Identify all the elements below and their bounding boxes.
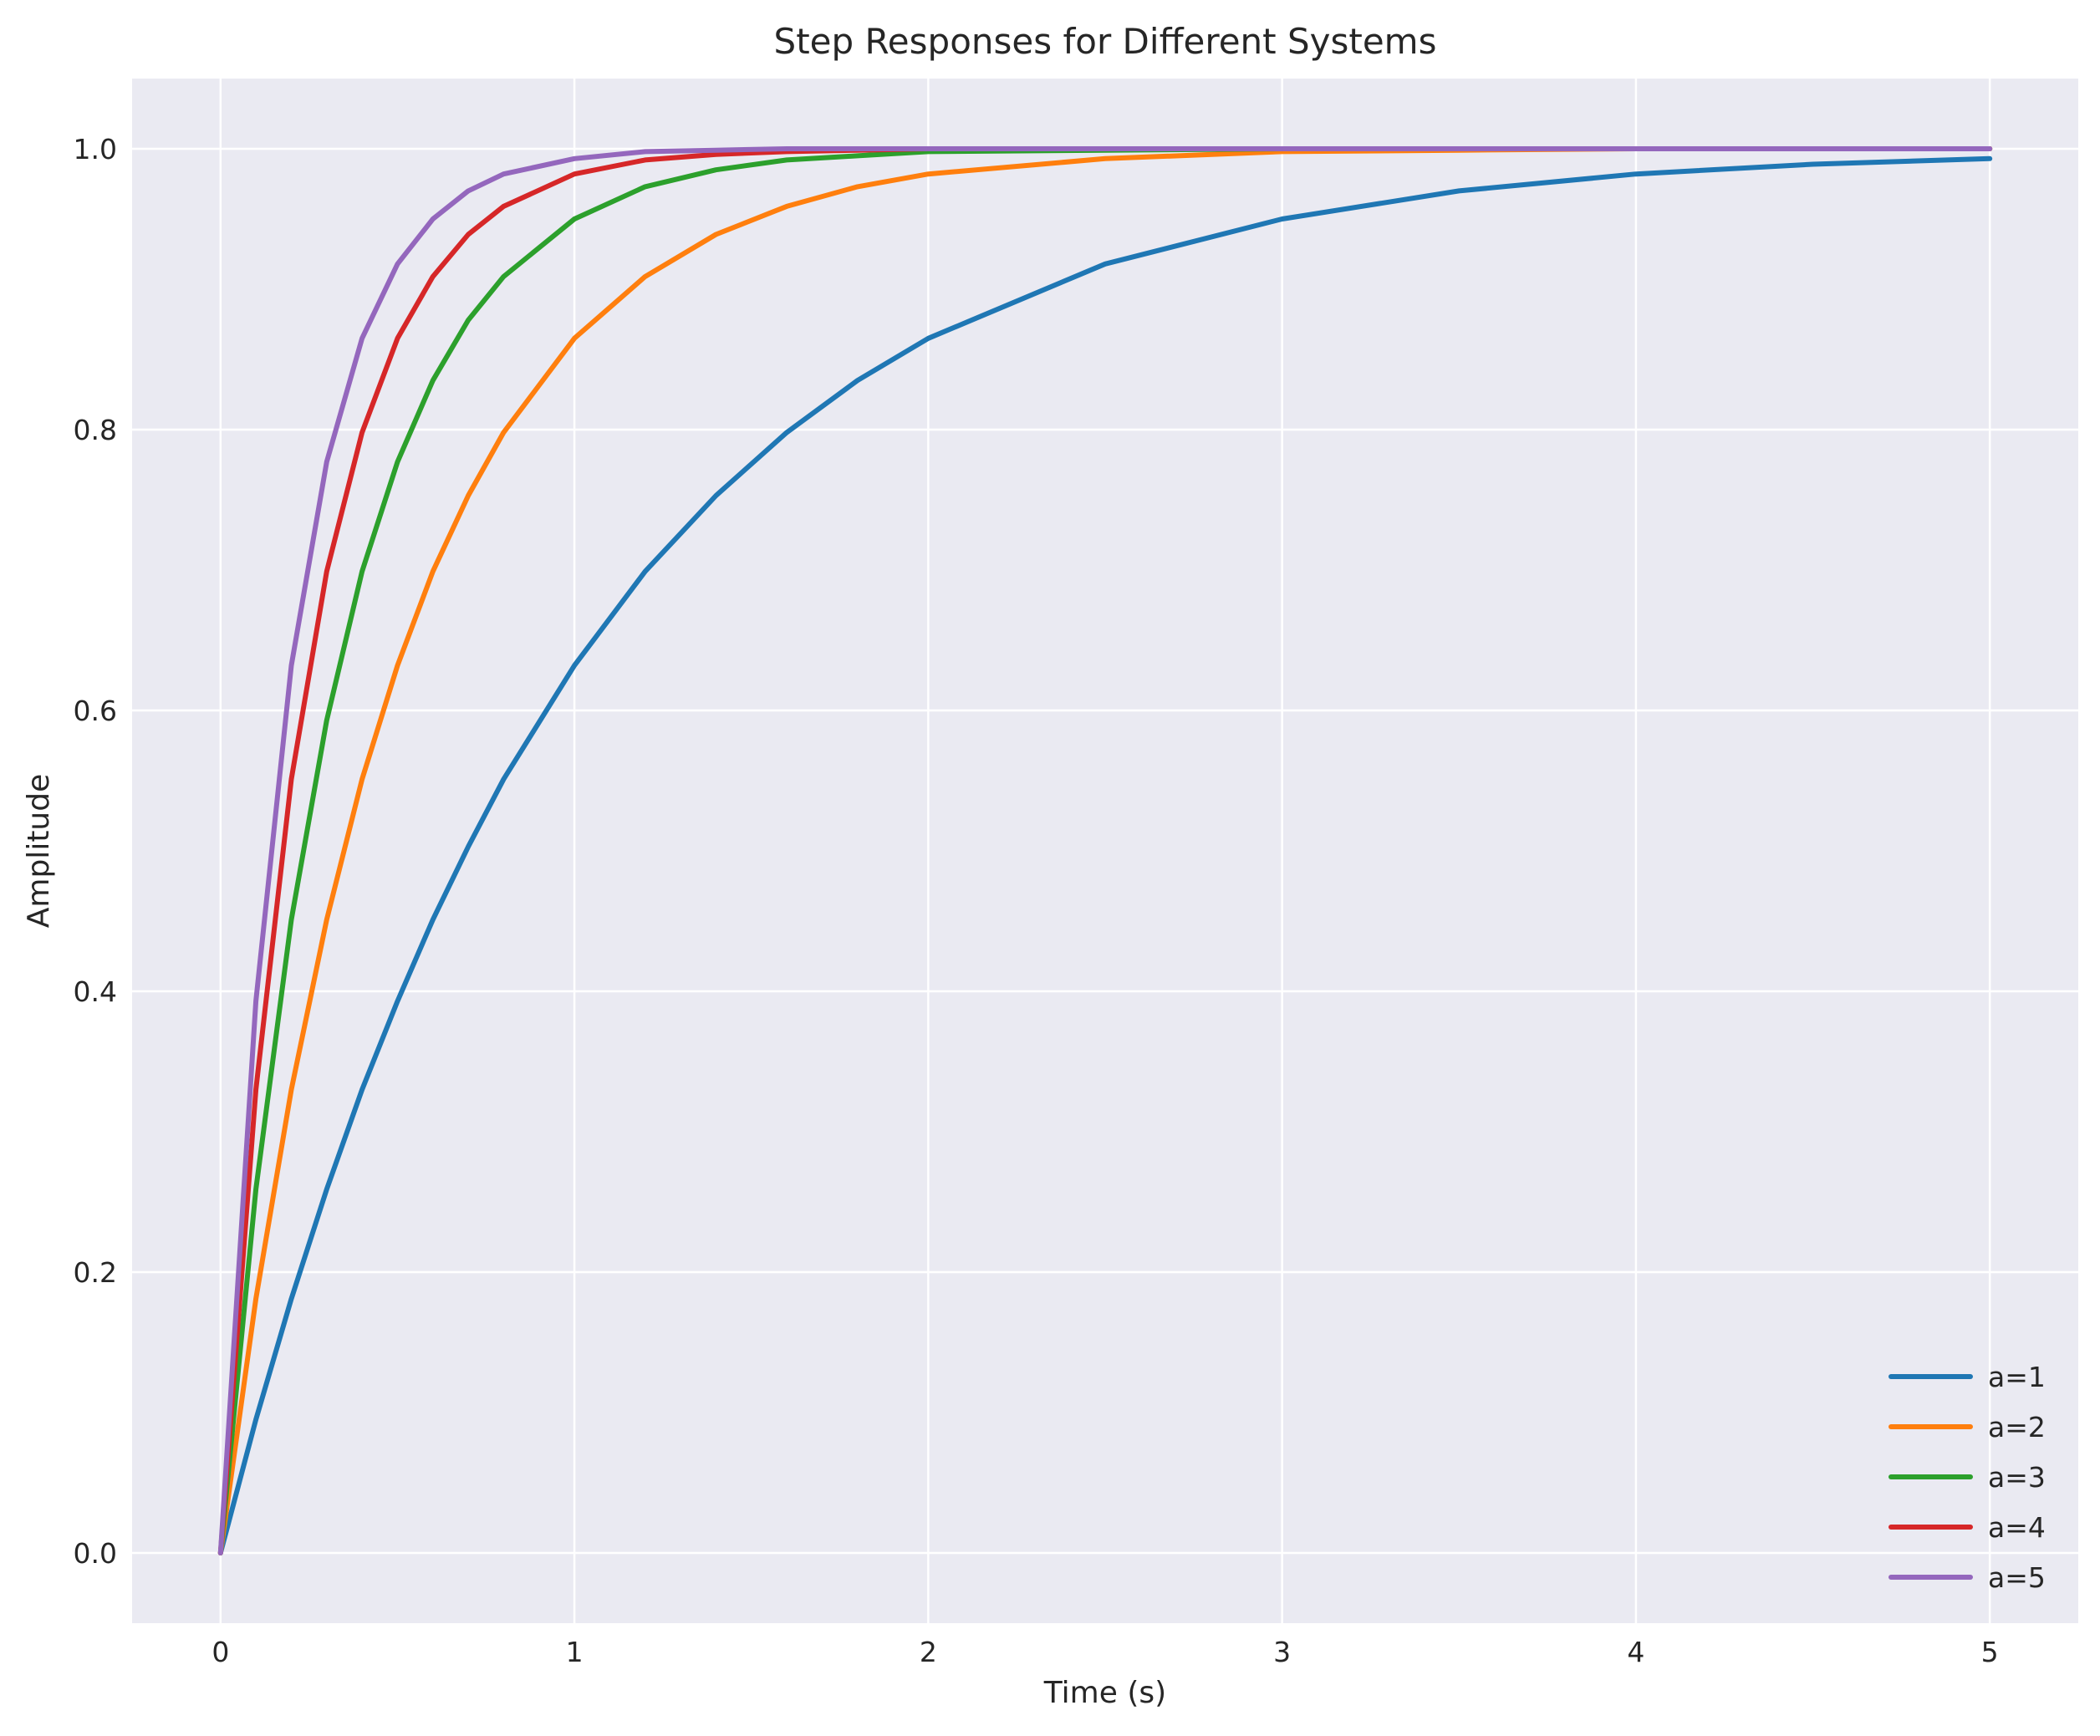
x-tick-labels: 0 1 2 3 4 5	[212, 1636, 1998, 1668]
x-axis-title: Time (s)	[1043, 1676, 1166, 1710]
legend: a=1 a=2 a=3 a=4 a=5	[1888, 1361, 2046, 1594]
y-tick-label: 0.8	[74, 414, 117, 446]
x-tick-label: 5	[1981, 1636, 1999, 1668]
series-lines	[217, 146, 1993, 1555]
y-axis-title: Amplitude	[22, 774, 56, 928]
x-tick-label: 1	[566, 1636, 584, 1668]
series-line-a=1	[217, 155, 1993, 1555]
x-tick-label: 0	[212, 1636, 229, 1668]
x-tick-label: 4	[1627, 1636, 1644, 1668]
y-tick-label: 0.2	[74, 1256, 117, 1289]
legend-label: a=5	[1988, 1561, 2046, 1594]
plot-area	[132, 79, 2078, 1623]
y-tick-label: 0.4	[74, 975, 117, 1008]
legend-label: a=1	[1988, 1361, 2046, 1393]
series-line-a=5	[217, 146, 1993, 1555]
legend-label: a=4	[1988, 1511, 2046, 1544]
y-tick-label: 0.0	[74, 1537, 117, 1570]
chart-title: Step Responses for Different Systems	[774, 21, 1437, 62]
y-tick-label: 0.6	[74, 695, 117, 727]
x-tick-label: 2	[920, 1636, 937, 1668]
y-tick-label: 1.0	[74, 133, 117, 165]
legend-label: a=3	[1988, 1461, 2046, 1494]
legend-label: a=2	[1988, 1411, 2046, 1443]
y-tick-labels: 0.0 0.2 0.4 0.6 0.8 1.0	[74, 133, 117, 1570]
x-tick-label: 3	[1273, 1636, 1291, 1668]
